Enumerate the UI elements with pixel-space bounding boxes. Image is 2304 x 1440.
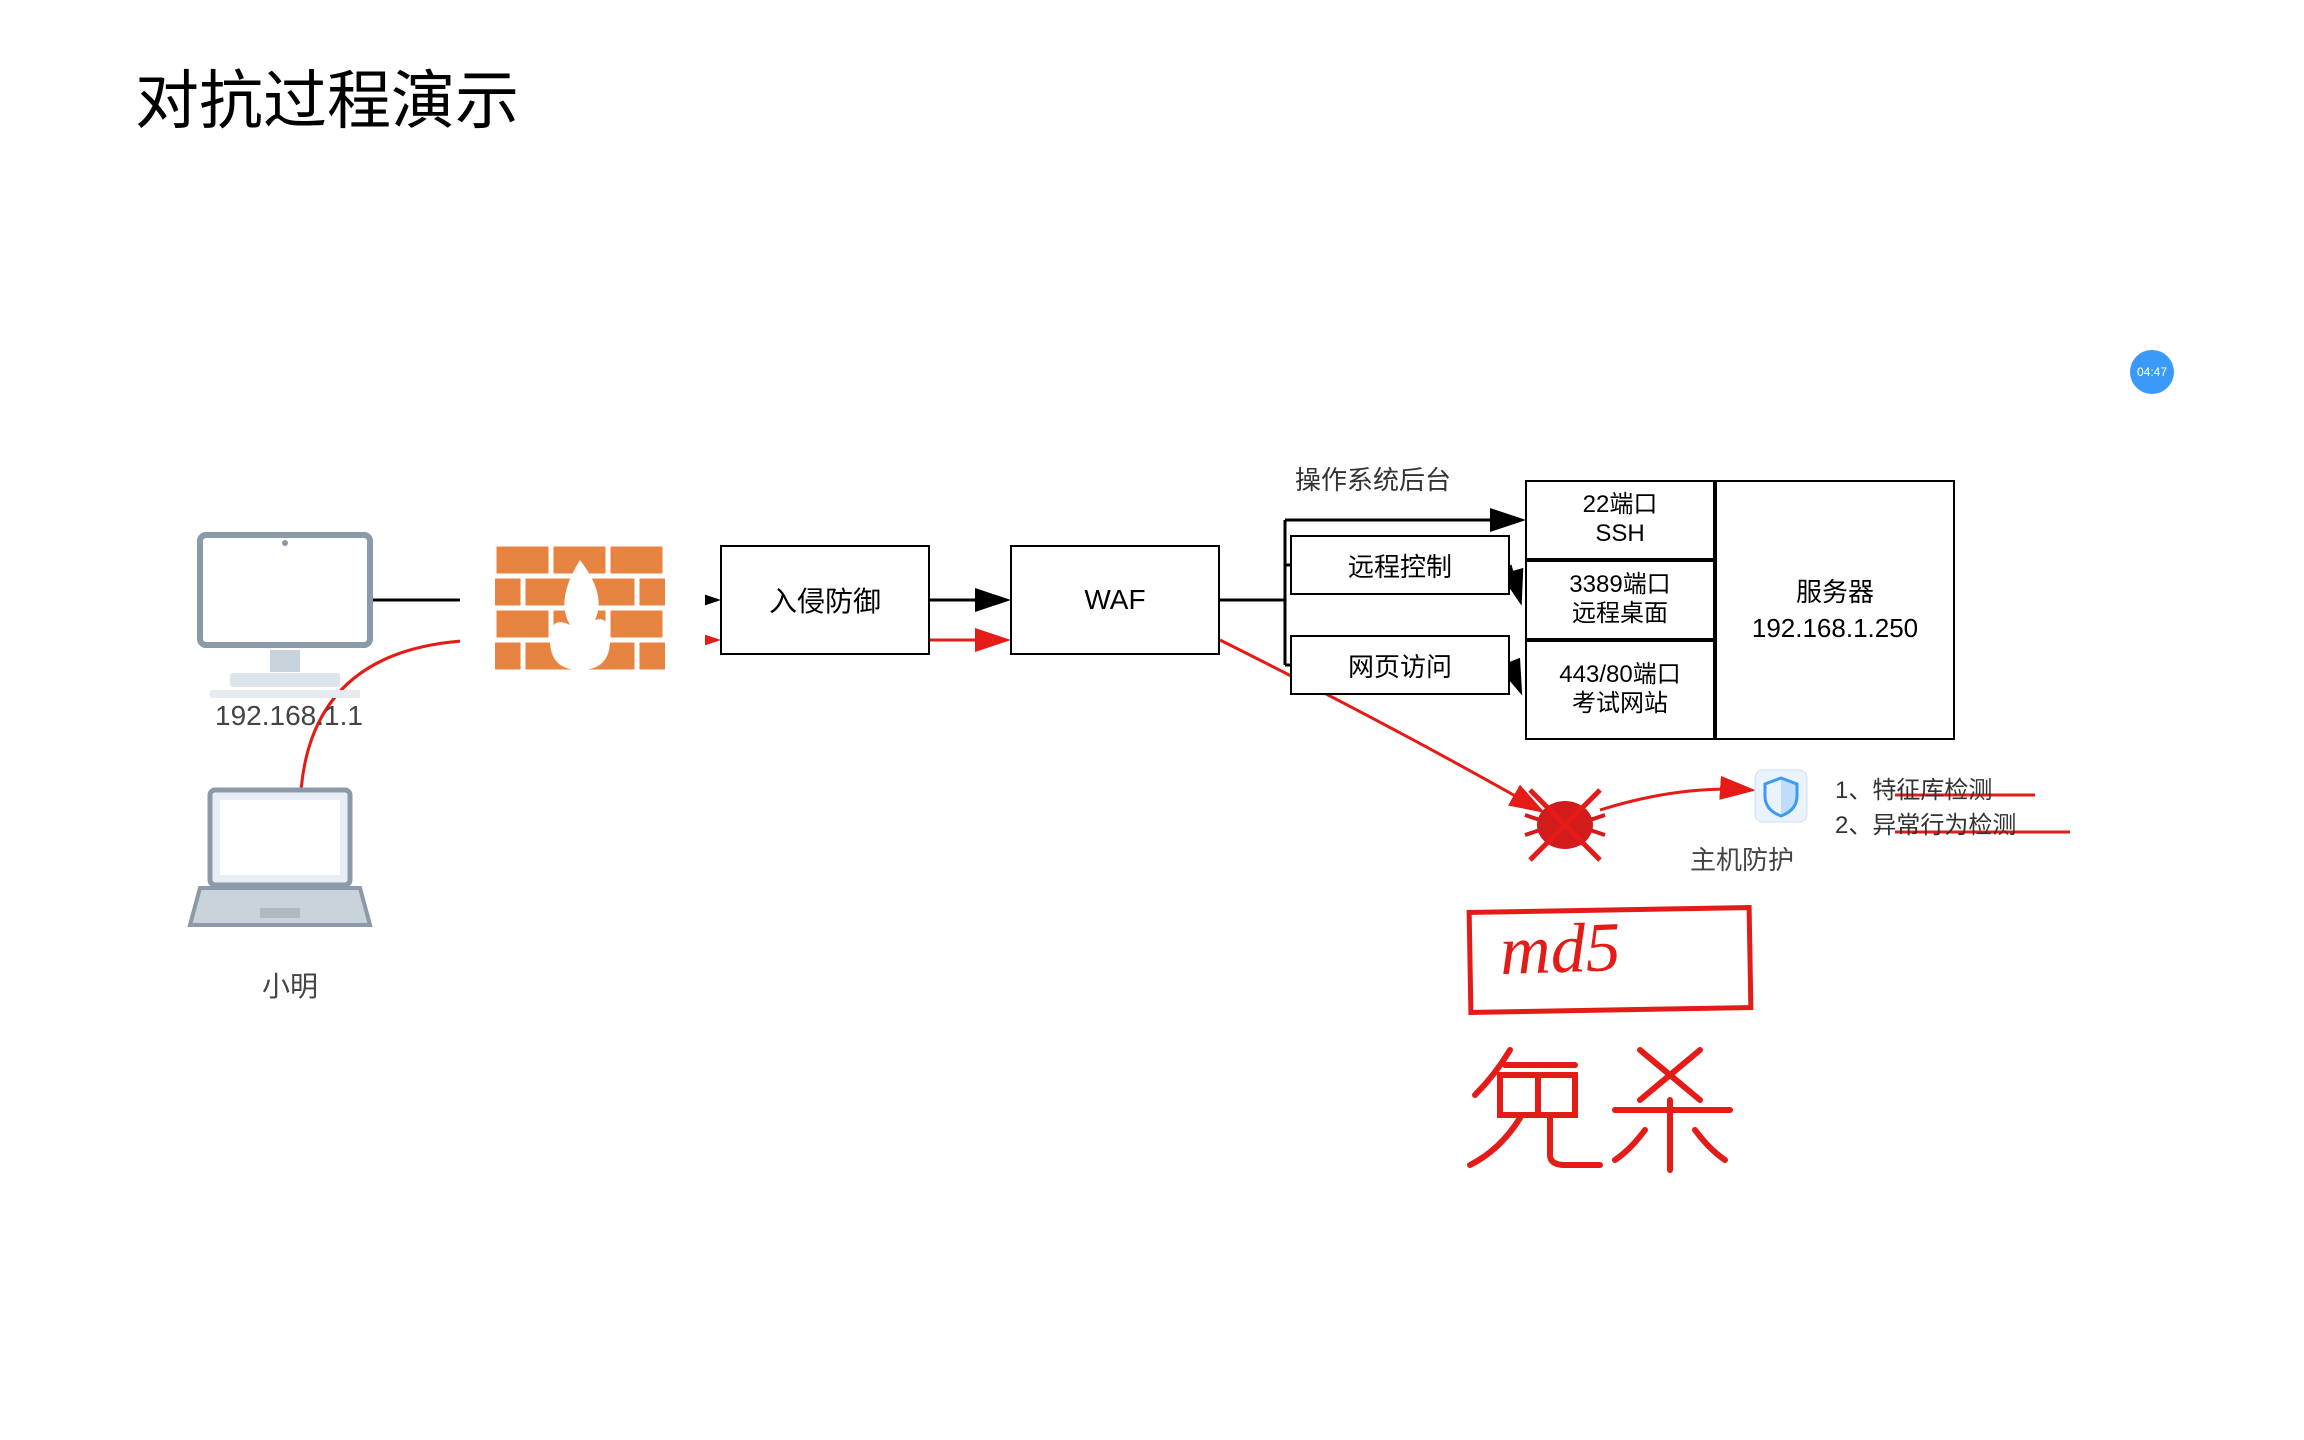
route-web: 网页访问 <box>1290 635 1510 695</box>
hostguard-label: 主机防护 <box>1690 840 1794 877</box>
ips-label: 入侵防御 <box>769 580 881 620</box>
waf-box: WAF <box>1010 545 1220 655</box>
route-remote: 远程控制 <box>1290 535 1510 595</box>
server-l1: 服务器 <box>1796 574 1874 610</box>
laptop-icon <box>190 790 370 925</box>
port-ssh: 22端口 SSH <box>1525 480 1715 560</box>
port-rdp-l2: 远程桌面 <box>1572 600 1668 629</box>
bug-icon <box>1525 790 1605 860</box>
firewall-icon <box>467 540 693 675</box>
port-web: 443/80端口 考试网站 <box>1525 640 1715 740</box>
route-web-label: 网页访问 <box>1348 647 1452 684</box>
miansha-handwriting <box>1470 1050 1730 1170</box>
port-rdp-l1: 3389端口 <box>1569 571 1670 600</box>
port-web-l1: 443/80端口 <box>1559 661 1680 690</box>
arrow-to-web <box>1510 665 1520 690</box>
route-remote-label: 远程控制 <box>1348 547 1452 584</box>
port-ssh-l1: 22端口 <box>1583 491 1658 520</box>
laptop-label: 小明 <box>262 965 318 1005</box>
ips-box: 入侵防御 <box>720 545 930 655</box>
waf-label: WAF <box>1084 584 1145 616</box>
arrow-to-rdp <box>1510 565 1520 600</box>
desktop-icon <box>200 535 370 698</box>
md5-text: md5 <box>1499 908 1622 992</box>
port-ssh-l2: SSH <box>1595 520 1644 549</box>
detect-item2: 2、异常行为检测 <box>1835 805 2016 840</box>
routes-header: 操作系统后台 <box>1295 460 1451 497</box>
server-box: 服务器 192.168.1.250 <box>1715 480 1955 740</box>
server-l2: 192.168.1.250 <box>1752 610 1918 646</box>
port-rdp: 3389端口 远程桌面 <box>1525 560 1715 640</box>
shield-icon <box>1755 770 1807 822</box>
detect-item1: 1、特征库检测 <box>1835 770 1992 805</box>
desktop-ip-label: 192.168.1.1 <box>215 700 363 732</box>
port-web-l2: 考试网站 <box>1572 690 1668 719</box>
arrow-red-bug-host <box>1600 789 1750 810</box>
